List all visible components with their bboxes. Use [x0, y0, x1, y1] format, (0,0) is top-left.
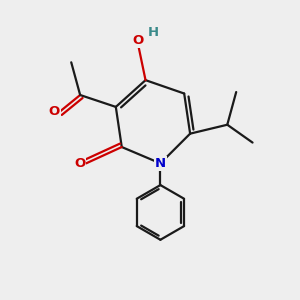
Text: O: O	[48, 106, 60, 118]
Text: N: N	[155, 157, 166, 170]
Text: O: O	[74, 157, 85, 170]
Text: H: H	[148, 26, 159, 38]
Text: O: O	[133, 34, 144, 46]
